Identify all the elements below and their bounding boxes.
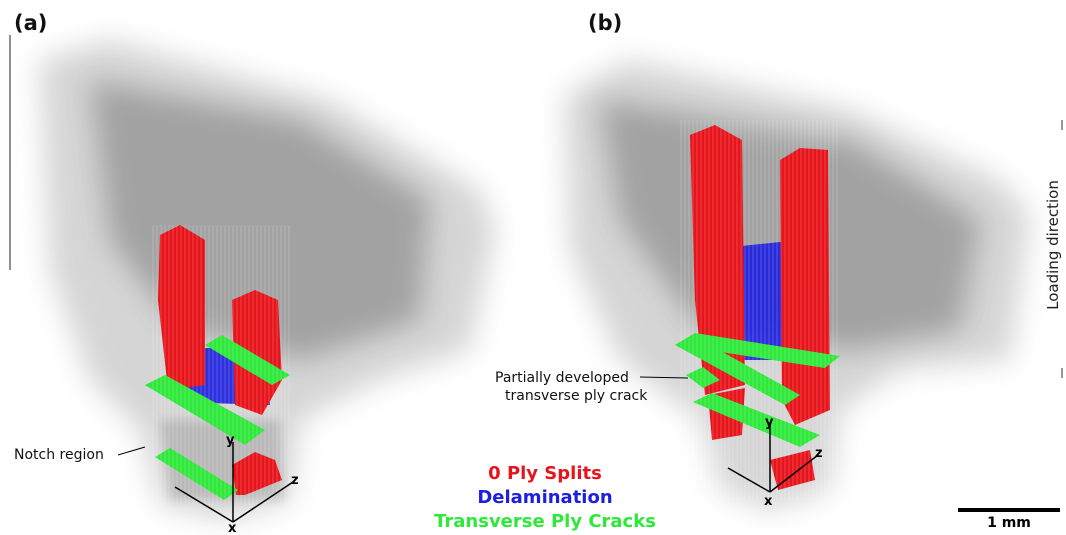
axis-label: y xyxy=(226,433,235,448)
scale-label: 1 mm xyxy=(987,515,1031,531)
axis-label: x xyxy=(228,521,237,535)
legend-entry: Delamination xyxy=(477,487,612,508)
figure: x y z (a) Notch region x y z (b) Partial… xyxy=(0,0,1066,535)
texture xyxy=(150,225,290,505)
legend-entry: 0 Ply Splits xyxy=(488,463,602,484)
damage-b xyxy=(675,120,840,500)
axis-label: x xyxy=(764,494,773,509)
annotation: transverse ply crack xyxy=(505,388,648,404)
panel-label: (a) xyxy=(14,11,47,35)
panel-label: (b) xyxy=(588,11,622,35)
loading-direction: Loading direction xyxy=(1044,180,1062,310)
axis-label: z xyxy=(815,446,823,461)
axis-label: z xyxy=(291,473,299,488)
legend-entry: Transverse Ply Cracks xyxy=(434,511,656,532)
axis-label: y xyxy=(765,415,774,430)
annotation: Notch region xyxy=(14,447,104,463)
annotation: Partially developed xyxy=(495,370,629,386)
texture xyxy=(680,120,840,500)
arrow xyxy=(118,447,145,455)
damage-a xyxy=(145,225,290,505)
scale-bar xyxy=(958,508,1060,512)
